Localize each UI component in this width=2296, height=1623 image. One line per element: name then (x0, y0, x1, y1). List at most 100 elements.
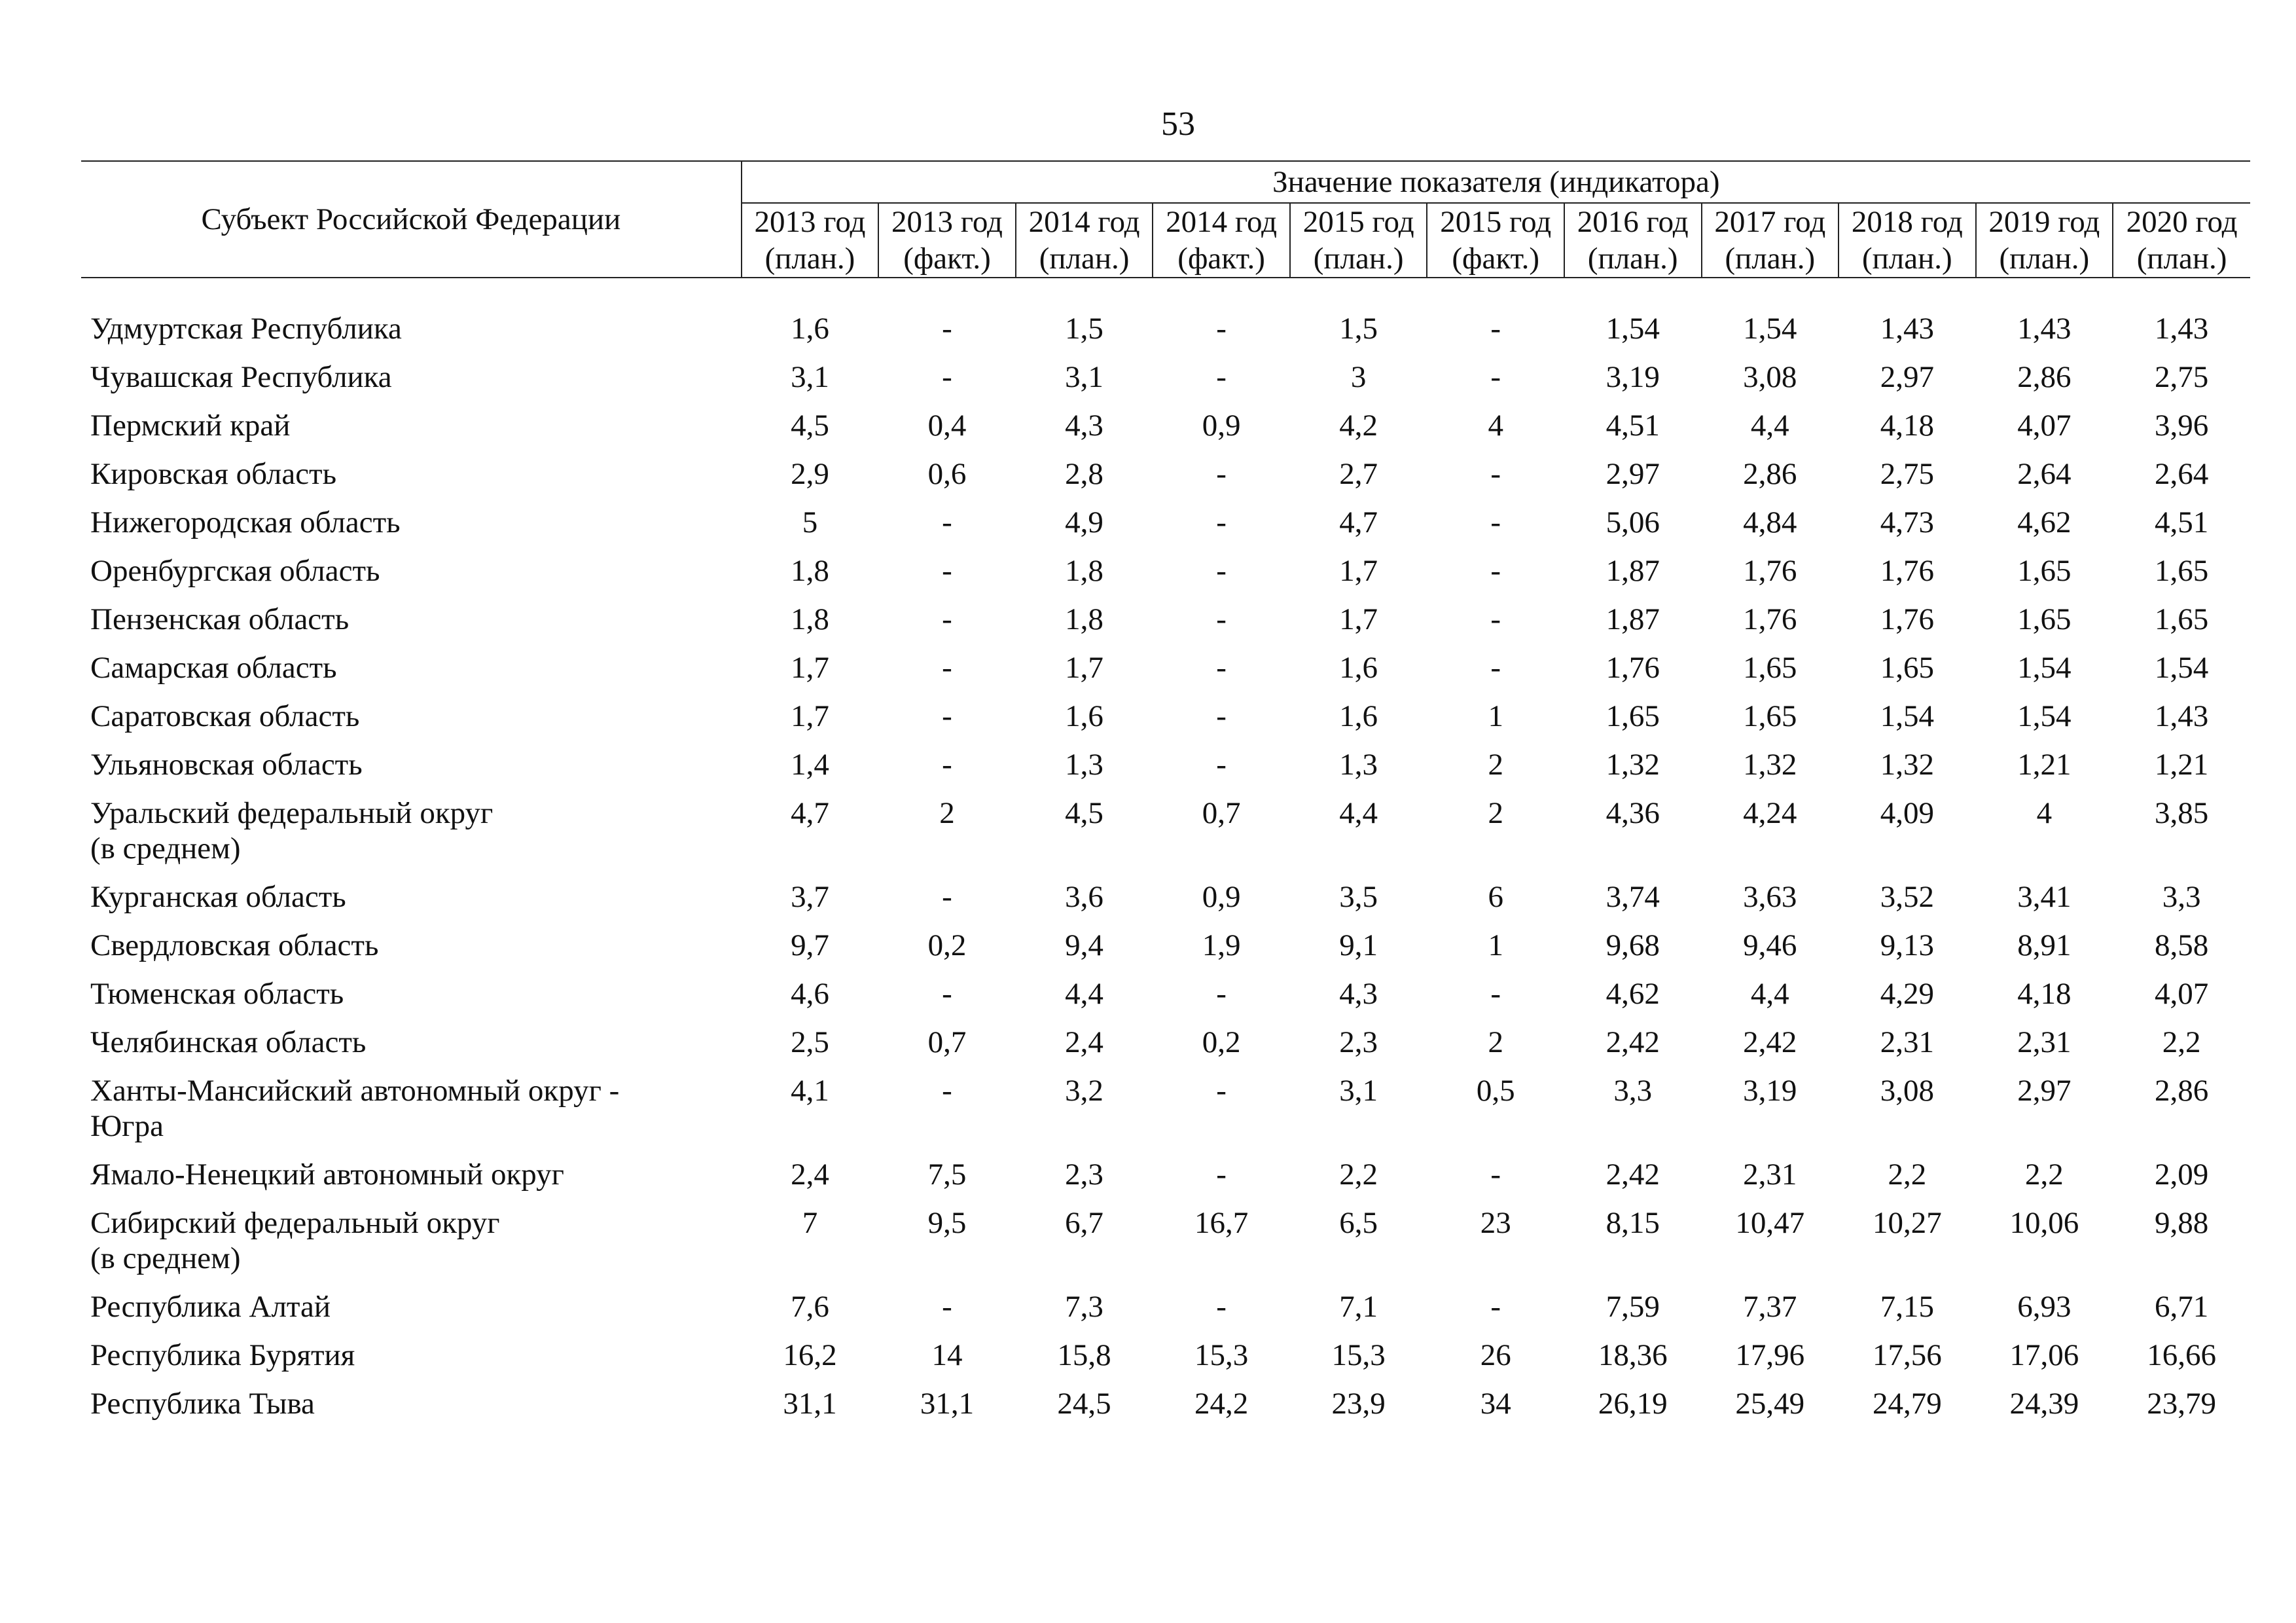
value-cell: 1,65 (2154, 602, 2209, 636)
value-cell: 4,09 (1880, 796, 1934, 830)
value-cell: 4,36 (1605, 796, 1660, 830)
column-header: 2013 год (план.) (740, 203, 879, 278)
value-cell: 1,7 (791, 651, 829, 685)
value-cell: 23 (1480, 1206, 1511, 1240)
column-header-year: 2020 год (2126, 205, 2238, 239)
column-header: 2015 год (факт.) (1426, 203, 1564, 278)
table-row: Саратовская область 1,7 - 1,6 - 1,6 1 1,65 1,65 1… (81, 692, 2250, 740)
value-cell: 26,19 (1598, 1387, 1668, 1421)
value-cell: 14 (931, 1338, 963, 1372)
value-cell: 3,3 (1613, 1074, 1653, 1108)
value-cell: - (1216, 651, 1227, 685)
column-header-kind: (план.) (764, 242, 855, 276)
value-cell: 1,76 (1743, 602, 1797, 636)
value-cell: 1,8 (791, 602, 829, 636)
value-cell: 1,9 (1202, 928, 1241, 962)
column-header: 2014 год (факт.) (1152, 203, 1290, 278)
column-header-kind: (план.) (1587, 242, 1678, 276)
value-cell: 26 (1480, 1338, 1511, 1372)
value-cell: 2,75 (1880, 457, 1934, 491)
value-cell: 1,54 (2154, 651, 2209, 685)
value-cell: 24,5 (1057, 1387, 1111, 1421)
column-header-year: 2014 год (1166, 205, 1278, 239)
value-cell: 4,18 (2017, 977, 2072, 1011)
value-cell: 4,84 (1743, 505, 1797, 539)
value-cell: 1,54 (1605, 312, 1660, 346)
value-cell: 4,07 (2154, 977, 2209, 1011)
value-cell: 4 (2036, 796, 2053, 830)
table-row: Удмуртская Республика 1,6 - 1,5 - 1,5 - 1,54 1,5… (81, 304, 2250, 353)
value-cell: 1,7 (1339, 602, 1378, 636)
value-cell: 4,29 (1880, 977, 1934, 1011)
table-row: Пензенская область 1,8 - 1,8 - 1,7 - 1,87 1,76 1,… (81, 595, 2250, 644)
value-cell: 1,3 (1065, 748, 1103, 782)
value-cell: 5,06 (1605, 505, 1660, 539)
value-cell: 0,2 (927, 928, 967, 962)
table-row: Кировская область 2,9 0,6 2,8 - 2,7 - 2,97 2,86 2… (81, 450, 2250, 498)
value-cell: 2,31 (2017, 1025, 2072, 1059)
value-cell: 3,1 (1339, 1074, 1378, 1108)
value-cell: 1,43 (2154, 699, 2209, 733)
column-header-kind: (факт.) (1177, 242, 1265, 276)
value-cell: 7,3 (1065, 1290, 1103, 1324)
value-cell: 6,7 (1065, 1206, 1103, 1240)
value-cell: 2,7 (1339, 457, 1378, 491)
value-cell: 6,5 (1339, 1206, 1378, 1240)
value-cell: 3,52 (1880, 880, 1934, 914)
value-cell: 1,8 (1065, 554, 1103, 588)
value-cell: - (1490, 602, 1501, 636)
value-cell: 4,62 (2017, 505, 2072, 539)
table-row: Республика Тыва 31,1 31,1 24,5 24,2 23,9 34 26,… (81, 1379, 2250, 1428)
value-cell: 1,5 (1339, 312, 1378, 346)
column-header-kind: (план.) (1725, 242, 1816, 276)
value-cell: 2,86 (2154, 1074, 2209, 1108)
value-cell: 4,9 (1065, 505, 1103, 539)
subject-name-cell: Республика Алтай (90, 1290, 331, 1324)
value-cell: 4,7 (1339, 505, 1378, 539)
table-row: Сибирский федеральный округ (в среднем) 7… (81, 1199, 2250, 1283)
value-cell: 7,1 (1339, 1290, 1378, 1324)
column-header-kind: (план.) (1999, 242, 2090, 276)
value-cell: 3,19 (1743, 1074, 1797, 1108)
value-cell: 0,6 (927, 457, 967, 491)
value-cell: 2,64 (2017, 457, 2072, 491)
value-cell: 1,65 (1605, 699, 1660, 733)
value-cell: 3,3 (2162, 880, 2201, 914)
value-cell: 4,4 (1339, 796, 1378, 830)
value-cell: 4 (1488, 409, 1503, 443)
value-cell: - (1216, 1290, 1227, 1324)
value-cell: 3,1 (1065, 360, 1103, 394)
value-cell: 5 (802, 505, 818, 539)
value-cell: - (1490, 977, 1501, 1011)
subject-name-cell: Республика Тыва (90, 1387, 315, 1421)
table-row: Курганская область 3,7 - 3,6 0,9 3,5 6 3,74 3,63… (81, 873, 2250, 921)
value-cell: 1,32 (1605, 748, 1660, 782)
value-cell: 1,21 (2154, 748, 2209, 782)
table-row: Самарская область 1,7 - 1,7 - 1,6 - 1,76 1,65 1,6… (81, 644, 2250, 692)
value-cell: 2,3 (1065, 1158, 1103, 1192)
value-cell: - (942, 880, 952, 914)
value-cell: 1,8 (1065, 602, 1103, 636)
value-cell: - (942, 312, 952, 346)
value-cell: 1,32 (1880, 748, 1934, 782)
column-header-year: 2016 год (1577, 205, 1689, 239)
value-cell: 2 (939, 796, 955, 830)
value-cell: 2,31 (1880, 1025, 1934, 1059)
table-row: Нижегородская область 5 - 4,9 - 4,7 - 5,06 4,84 4… (81, 498, 2250, 547)
value-cell: 1,7 (1339, 554, 1378, 588)
value-cell: 0,9 (1202, 409, 1241, 443)
value-cell: 2,5 (791, 1025, 829, 1059)
value-cell: 3,5 (1339, 880, 1378, 914)
subject-name-cell: Республика Бурятия (90, 1338, 355, 1372)
subject-name-cell: Ульяновская область (90, 748, 363, 782)
value-cell: 2,97 (2017, 1074, 2072, 1108)
value-cell: 31,1 (783, 1387, 837, 1421)
value-cell: 0,7 (927, 1025, 967, 1059)
column-header-kind: (план.) (1861, 242, 1952, 276)
indicator-group-header: Значение показателя (индикатора) (740, 160, 2250, 204)
column-header-year: 2015 год (1302, 205, 1414, 239)
value-cell: 0,4 (927, 409, 967, 443)
value-cell: 6 (1488, 880, 1503, 914)
value-cell: 3,08 (1743, 360, 1797, 394)
value-cell: 3,74 (1605, 880, 1660, 914)
